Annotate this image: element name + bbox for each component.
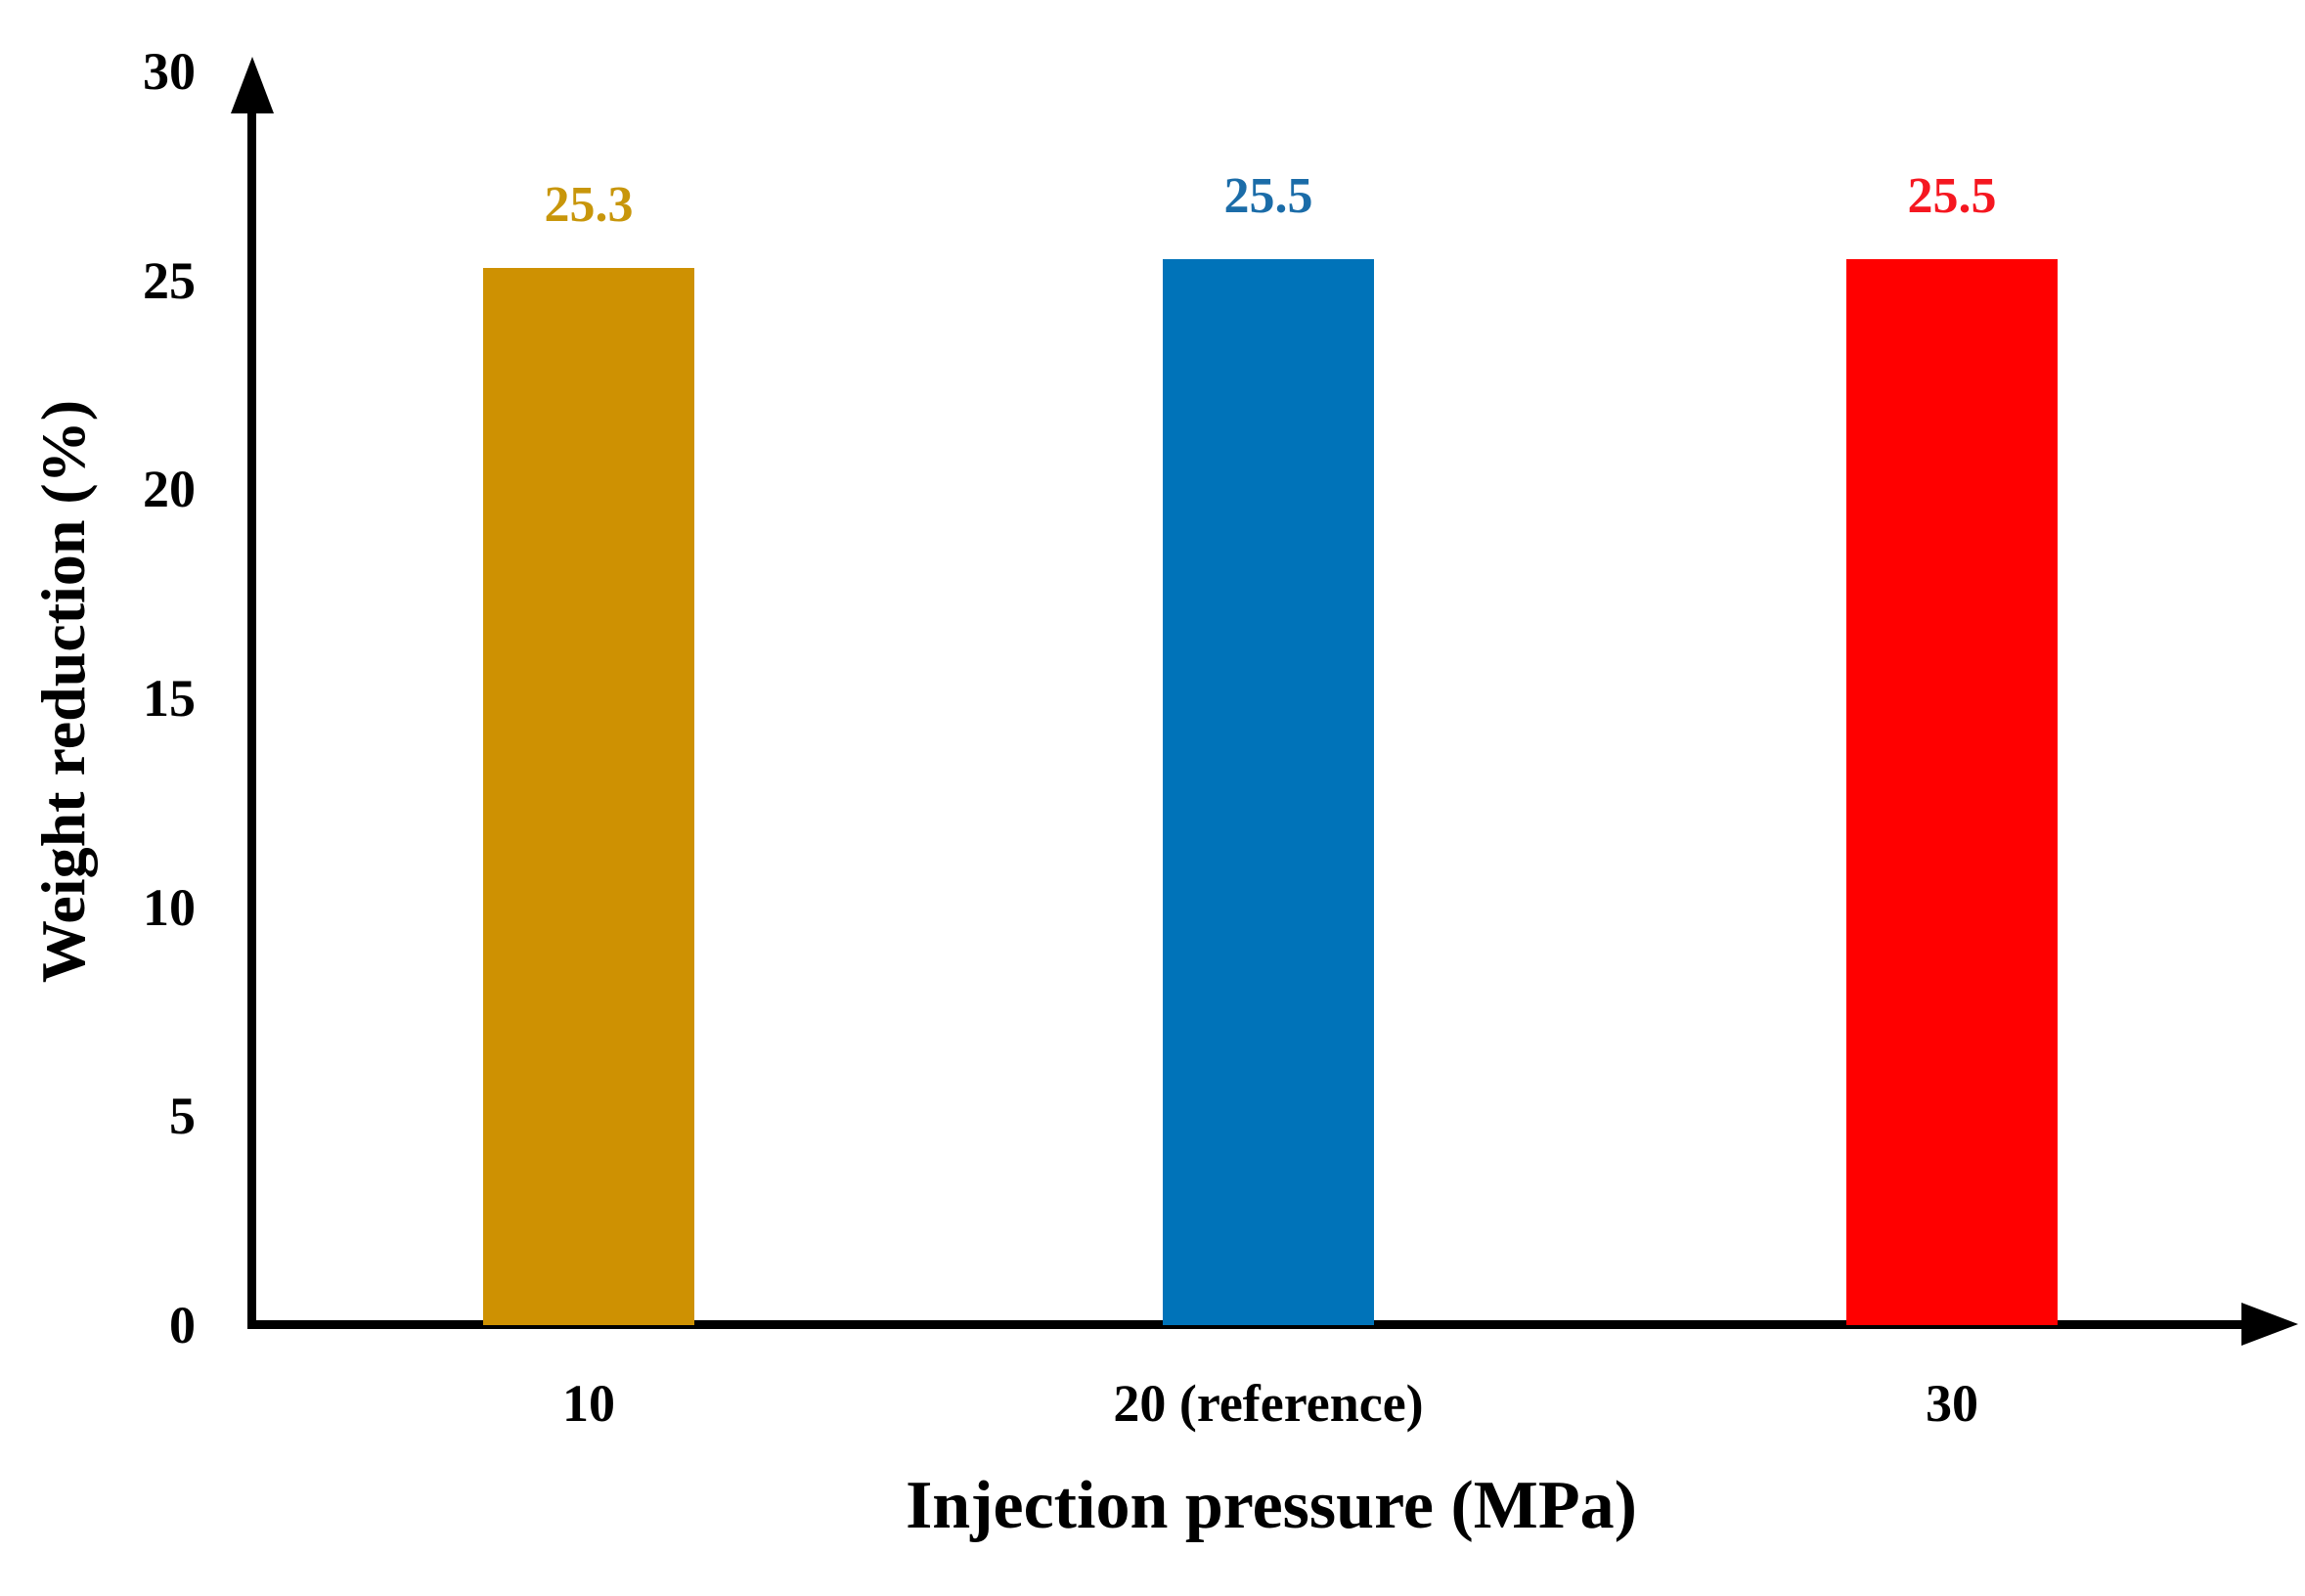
bar-20 (reference) [1163,259,1374,1325]
y-axis-title: Weight reduction (%) [28,399,98,984]
y-tick-label: 5 [169,1086,196,1146]
x-axis-arrow-icon [2241,1303,2298,1346]
y-tick-label: 15 [143,669,196,728]
y-tick-label: 30 [143,42,196,101]
x-tick-label: 20 (reference) [1113,1374,1424,1433]
y-axis-line [247,93,256,1329]
y-tick-label: 10 [143,877,196,937]
bar-value-label: 25.3 [544,176,634,233]
x-axis-title: Injection pressure (MPa) [906,1468,1637,1543]
bar-value-label: 25.5 [1223,168,1313,225]
y-tick-label: 0 [169,1296,196,1354]
x-tick-label: 10 [562,1374,615,1433]
bar-30 [1846,259,2058,1325]
x-tick-label: 30 [1926,1374,1978,1433]
y-tick-label: 20 [143,460,196,519]
bar-10 [483,267,694,1325]
bar-value-label: 25.5 [1907,168,1997,225]
y-axis-arrow-icon [231,57,274,113]
y-tick-label: 25 [143,250,196,310]
